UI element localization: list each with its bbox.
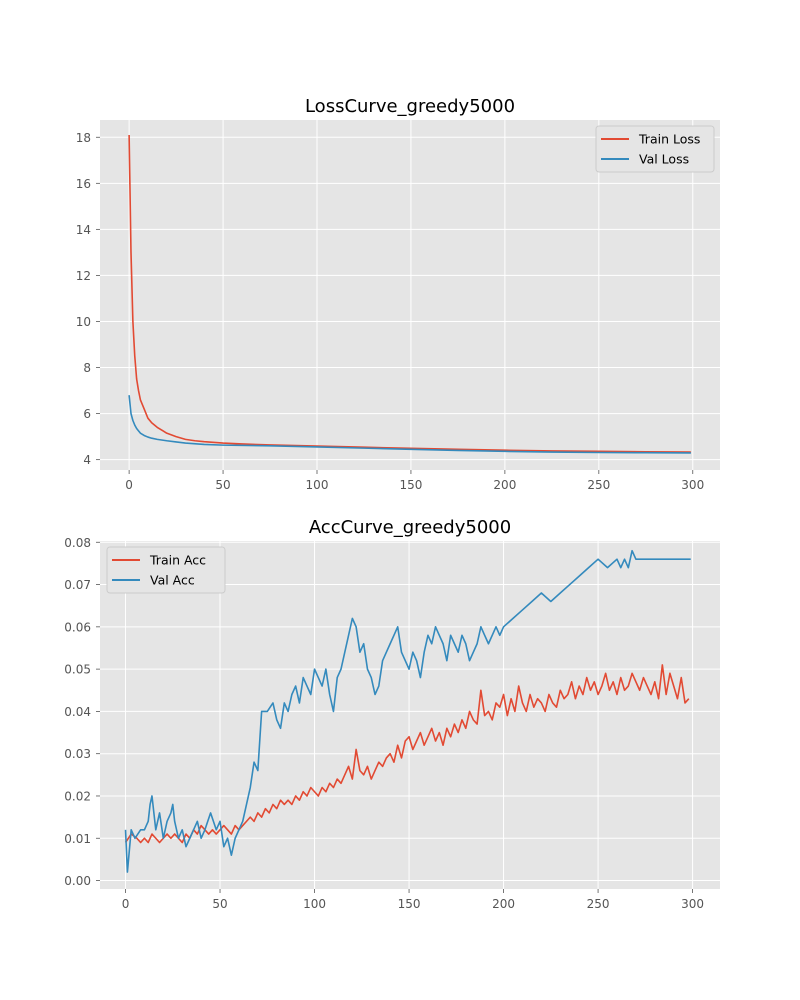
loss-x-tick-label: 100: [306, 478, 329, 492]
acc-x-tick-label: 100: [303, 897, 326, 911]
acc-y-tick-label: 0.04: [64, 705, 91, 719]
acc-x-tick-label: 0: [122, 897, 130, 911]
acc-y-tick-label: 0.00: [64, 874, 91, 888]
acc-legend-label-train-acc: Train Acc: [149, 553, 206, 568]
loss-chart: 0 50 100 150 200 250 300 4 6 8 10 12 14 16 18 LossCurve…: [76, 96, 720, 492]
loss-y-tick-label: 16: [76, 177, 91, 191]
loss-y-tick-label: 10: [76, 315, 91, 329]
loss-x-tick-label: 50: [215, 478, 230, 492]
acc-x-tick-label: 50: [212, 897, 227, 911]
loss-legend-label-val-loss: Val Loss: [639, 152, 689, 167]
loss-title: LossCurve_greedy5000: [305, 96, 515, 117]
loss-y-tick-label: 8: [83, 361, 91, 375]
loss-plot-area: [100, 120, 720, 470]
loss-y-tick-label: 12: [76, 269, 91, 283]
loss-x-tick-label: 0: [125, 478, 133, 492]
acc-series-val-acc: [124, 549, 691, 873]
acc-y-tick-label: 0.05: [64, 663, 91, 677]
loss-series-val-loss: [128, 395, 691, 454]
acc-y-tick-label: 0.02: [64, 789, 91, 803]
loss-y-tick-label: 4: [83, 453, 91, 467]
acc-y-tick-label: 0.07: [64, 578, 91, 592]
loss-legend-label-train-loss: Train Loss: [638, 132, 700, 147]
loss-x-tick-label: 200: [493, 478, 516, 492]
loss-x-tick-label: 300: [681, 478, 704, 492]
acc-chart: 0 50 100 150 200 250 300 0.00 0.01 0.02 0.03 0.04 0.…: [64, 517, 720, 911]
acc-legend-box: [106, 546, 226, 594]
acc-x-tick-label: 300: [681, 897, 704, 911]
acc-x-tick-label: 150: [398, 897, 421, 911]
acc-title: AccCurve_greedy5000: [309, 517, 511, 538]
loss-y-tick-label: 14: [76, 223, 91, 237]
acc-y-tick-label: 0.03: [64, 747, 91, 761]
acc-x-tick-label: 250: [587, 897, 610, 911]
acc-x-tick-label: 200: [492, 897, 515, 911]
loss-series-train-loss: [128, 134, 691, 453]
acc-plot-area: [100, 541, 720, 889]
acc-y-tick-label: 0.01: [64, 832, 91, 846]
loss-x-tick-label: 150: [399, 478, 422, 492]
acc-series-train-acc: [124, 664, 690, 844]
loss-legend-box: [595, 125, 715, 173]
loss-x-tick-label: 250: [587, 478, 610, 492]
acc-y-tick-label: 0.06: [64, 620, 91, 634]
acc-y-tick-label: 0.08: [64, 536, 91, 550]
loss-y-tick-label: 6: [83, 407, 91, 421]
acc-legend-label-val-acc: Val Acc: [150, 573, 195, 588]
acc-legend: Train Acc Val Acc: [106, 546, 226, 594]
loss-y-tick-label: 18: [76, 131, 91, 145]
loss-legend: Train Loss Val Loss: [595, 125, 715, 173]
